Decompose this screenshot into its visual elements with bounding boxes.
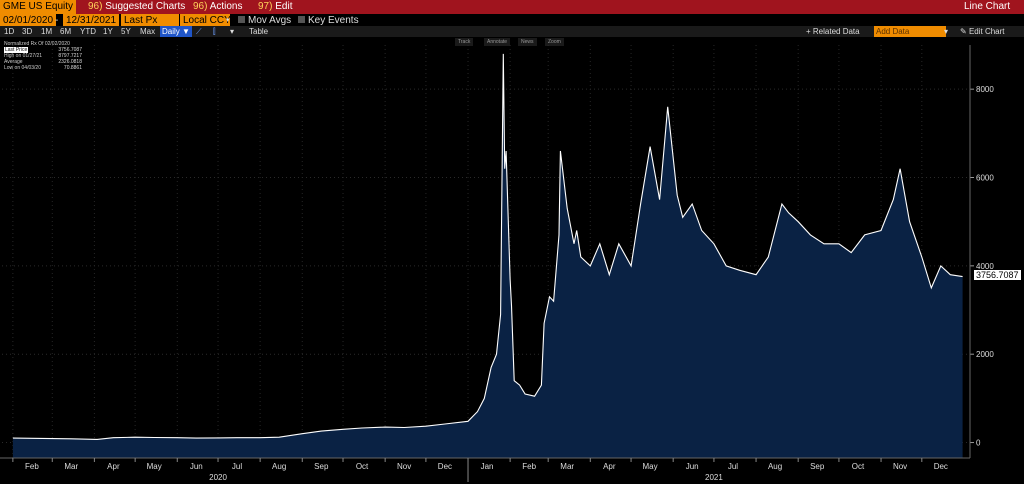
actions-menu[interactable]: 96) Actions: [193, 0, 242, 14]
x-tick-label: Nov: [397, 462, 411, 471]
mov-avgs-checkbox-icon: [238, 16, 245, 23]
edit-number: 97): [258, 1, 273, 12]
legend-row-label: Low on 04/03/20: [4, 65, 41, 71]
x-tick-label: Jan: [481, 462, 494, 471]
last-value-label: 3756.7087: [974, 270, 1021, 280]
x-tick-label: Mar: [64, 462, 78, 471]
year-label: 2020: [209, 473, 227, 482]
x-tick-label: Feb: [25, 462, 39, 471]
legend-row-average: Average 2326.0818: [4, 59, 82, 65]
x-tick-label: Oct: [852, 462, 865, 471]
header-bar: [0, 0, 1024, 14]
frequency-select[interactable]: Daily ▼: [160, 26, 192, 37]
currency-select[interactable]: Local CCY: [180, 14, 231, 28]
annotate-tool[interactable]: Annotate: [484, 38, 511, 46]
date-separator: -: [55, 15, 59, 26]
table-button[interactable]: Table: [249, 27, 269, 36]
x-tick-label: Feb: [522, 462, 536, 471]
price-field-select[interactable]: Last Px: [121, 14, 179, 28]
legend: Normalized Rx Of 02/02/2020 Last Price 37…: [4, 41, 82, 71]
legend-row-label: Last Price: [4, 47, 29, 53]
legend-row-last: Last Price 3756.7087: [4, 47, 82, 53]
suggested-charts-label: Suggested Charts: [105, 1, 186, 12]
y-tick-label: 8000: [976, 85, 994, 94]
x-tick-label: Aug: [768, 462, 782, 471]
edit-label: Edit: [275, 1, 293, 12]
news-tool[interactable]: News: [518, 38, 537, 46]
chart-title: Line Chart: [964, 1, 1011, 12]
x-tick-label: Jul: [232, 462, 242, 471]
price-area-fill: [12, 53, 963, 459]
legend-title: Normalized Rx Of 02/02/2020: [4, 41, 70, 47]
range-max[interactable]: Max: [140, 27, 156, 36]
mov-avgs-toggle[interactable]: Mov Avgs: [238, 14, 291, 28]
x-tick-label: Dec: [934, 462, 948, 471]
related-data-button[interactable]: + Related Data: [806, 27, 860, 36]
x-tick-label: Dec: [438, 462, 452, 471]
x-tick-label: Jun: [190, 462, 203, 471]
actions-number: 96): [193, 1, 208, 12]
y-axis: 0 2000 4000 6000 8000: [969, 45, 994, 458]
end-date-field[interactable]: 12/31/2021: [63, 14, 120, 28]
key-events-checkbox-icon: [298, 16, 305, 23]
legend-row-value: 8797.7217: [58, 53, 82, 59]
range-6m[interactable]: 6M: [60, 27, 72, 36]
x-tick-label: Jun: [686, 462, 699, 471]
price-line: [12, 53, 963, 440]
legend-row-high: High on 01/27/21 8797.7217: [4, 53, 82, 59]
legend-row-low: Low on 04/03/20 70.8861: [4, 65, 82, 71]
suggested-charts-number: 96): [88, 1, 103, 12]
x-tick-label: Oct: [356, 462, 369, 471]
x-tick-label: Sep: [810, 462, 825, 471]
x-tick-label: Aug: [272, 462, 286, 471]
year-label: 2021: [705, 473, 723, 482]
x-tick-label: Apr: [107, 462, 120, 471]
frequency-label: Daily: [162, 27, 180, 36]
pencil-icon: ✎: [960, 27, 967, 36]
range-toolbar: [0, 26, 1024, 37]
x-axis: Feb Mar Apr May Jun Jul Aug Sep Oct Nov Dec Jan Feb M…: [0, 457, 970, 482]
x-tick-label: May: [643, 462, 658, 471]
range-3d[interactable]: 3D: [22, 27, 33, 36]
edit-chart-button[interactable]: ✎ Edit Chart: [960, 26, 1005, 37]
x-tick-label: Jul: [728, 462, 738, 471]
add-data-dropdown-icon[interactable]: ▾: [944, 27, 949, 36]
edit-chart-label: Edit Chart: [968, 27, 1005, 36]
zoom-tool[interactable]: Zoom: [545, 38, 564, 46]
edit-menu[interactable]: 97) Edit: [258, 0, 292, 14]
x-tick-label: Nov: [893, 462, 907, 471]
track-tool[interactable]: Track: [455, 38, 474, 46]
legend-row-label: High on 01/27/21: [4, 53, 43, 59]
add-data-input[interactable]: Add Data: [874, 26, 946, 37]
currency-dropdown-icon[interactable]: ▾: [226, 17, 230, 24]
line-chart-icon[interactable]: ⟋: [196, 27, 202, 36]
key-events-label: Key Events: [308, 15, 359, 26]
legend-row-value: 3756.7087: [58, 47, 82, 53]
bar-chart-icon[interactable]: ⫿: [213, 27, 216, 36]
actions-label: Actions: [209, 1, 243, 12]
range-1m[interactable]: 1M: [41, 27, 53, 36]
range-1y[interactable]: 1Y: [103, 27, 113, 36]
y-tick-label: 0: [976, 439, 981, 448]
y-tick-label: 2000: [976, 350, 994, 359]
suggested-charts-menu[interactable]: 96) Suggested Charts: [88, 0, 185, 14]
legend-row-value: 70.8861: [63, 65, 82, 71]
x-tick-label: Sep: [314, 462, 329, 471]
range-1d[interactable]: 1D: [4, 27, 15, 36]
x-tick-label: Apr: [603, 462, 616, 471]
legend-row-value: 2326.0818: [58, 59, 82, 65]
x-tick-label: May: [147, 462, 162, 471]
more-dropdown-icon[interactable]: ▾: [230, 27, 235, 36]
start-date-field[interactable]: 02/01/2020: [0, 14, 57, 28]
mov-avgs-label: Mov Avgs: [248, 15, 292, 26]
range-5y[interactable]: 5Y: [121, 27, 131, 36]
y-tick-label: 4000: [976, 262, 994, 271]
key-events-toggle[interactable]: Key Events: [298, 14, 359, 28]
y-tick-label: 6000: [976, 174, 994, 183]
range-ytd[interactable]: YTD: [80, 27, 96, 36]
ticker-field[interactable]: GME US Equity: [0, 0, 77, 14]
legend-row-label: Average: [4, 59, 23, 65]
x-tick-label: Mar: [560, 462, 574, 471]
